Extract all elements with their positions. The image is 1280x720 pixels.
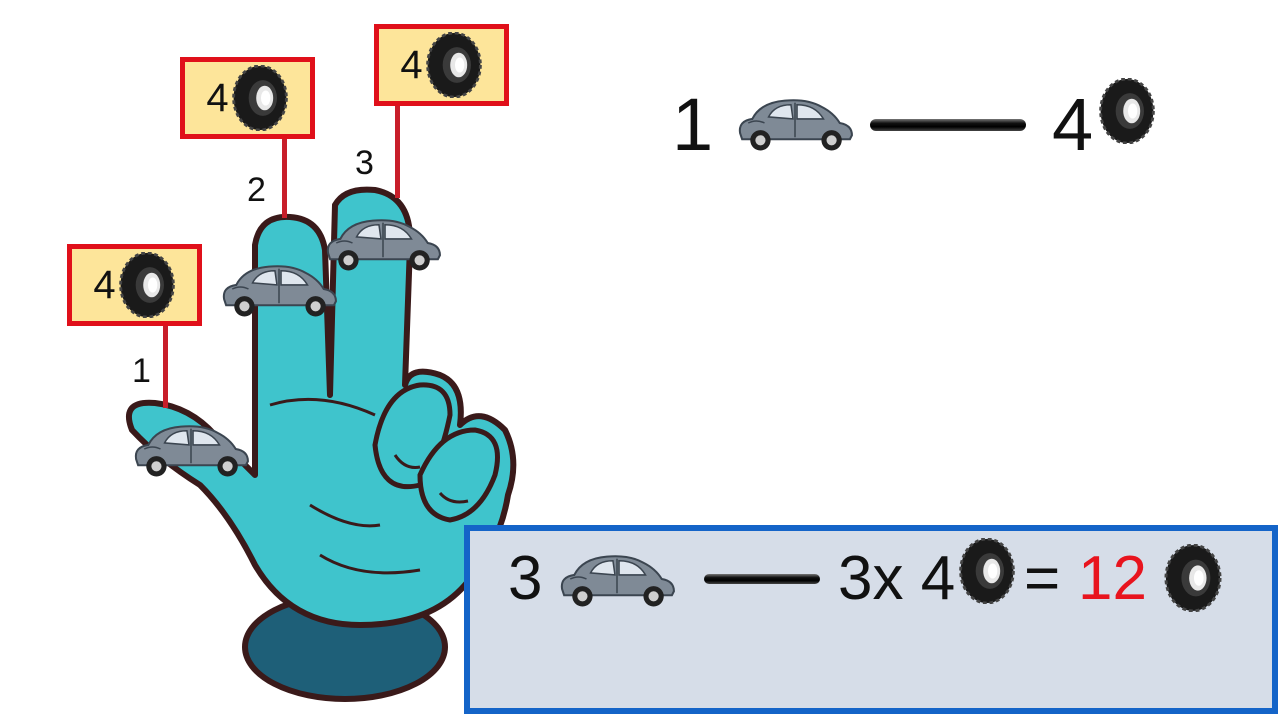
car-icon [734, 92, 856, 154]
tire-icon [231, 65, 289, 131]
tire-icon [1098, 78, 1156, 144]
tire-icon [958, 538, 1016, 604]
tire-icon [118, 252, 176, 318]
finger-label-3: 3 [355, 144, 374, 182]
finger-label-2: 2 [247, 171, 266, 209]
hand-illustration [125, 186, 517, 702]
result-left-count: 3 [508, 544, 543, 613]
tag-number: 4 [93, 263, 116, 307]
top-left-count: 1 [672, 83, 714, 166]
finger-3-tag: 4 [374, 24, 509, 106]
finger-2-pole [282, 136, 287, 218]
result-total: 12 [1078, 544, 1147, 613]
car-icon [130, 418, 252, 480]
finger-1-pole [163, 322, 168, 408]
finger-3-pole [395, 103, 400, 198]
tire-icon [425, 32, 483, 98]
result-multiplier: 3x 4 [838, 544, 956, 613]
tag-number: 4 [400, 43, 423, 87]
finger-label-1: 1 [132, 352, 151, 390]
car-icon [322, 212, 444, 274]
tire-icon [1164, 544, 1222, 612]
equivalence-bar [704, 574, 820, 584]
finger-2-tag: 4 [180, 57, 315, 139]
result-equals: = [1024, 544, 1061, 613]
top-right-count: 4 [1052, 83, 1094, 166]
car-icon [556, 548, 678, 610]
equivalence-bar [870, 119, 1026, 131]
finger-1-tag: 4 [67, 244, 202, 326]
result-box [464, 525, 1278, 714]
tag-number: 4 [206, 76, 229, 120]
